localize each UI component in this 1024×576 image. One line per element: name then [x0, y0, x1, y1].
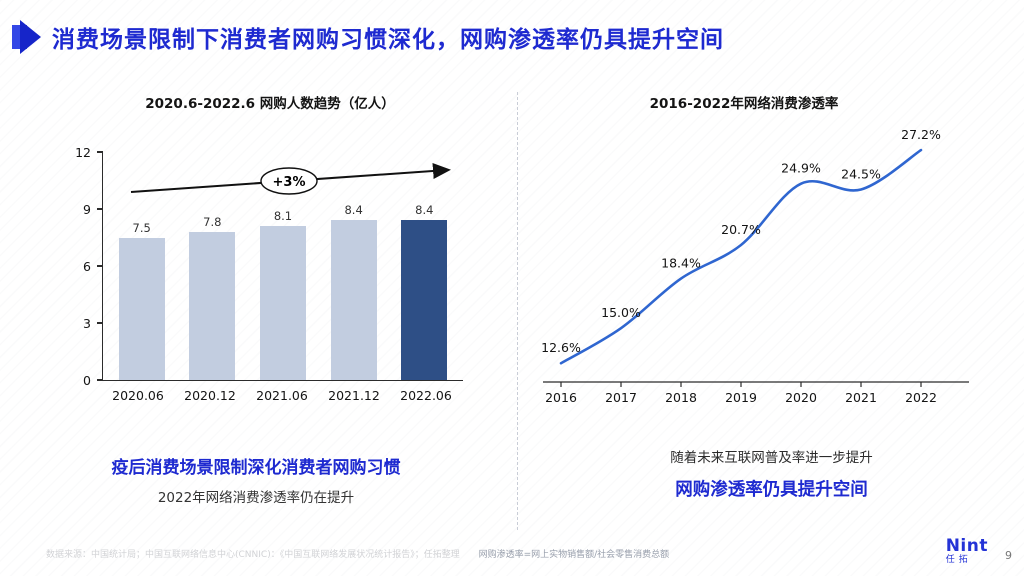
line-chart-section: 2016-2022年网络消费渗透率 2016 2017 2018 2019 2020 20… [519, 78, 1024, 528]
point-value-label: 20.7% [721, 222, 761, 237]
bar-value-label: 7.5 [132, 220, 151, 235]
bar-chart-section: 2020.6-2022.6 网购人数趋势（亿人） 0 3 6 9 12 7.5 7.8 8.… [0, 78, 512, 528]
bar-value-label: 8.4 [344, 203, 363, 218]
footer: 数据来源：中国统计局；中国互联网络信息中心(CNNIC)：《中国互联网络发展状况… [46, 547, 669, 560]
bar-value-label: 7.8 [203, 214, 222, 229]
logo-wordmark: Nint [945, 536, 988, 557]
point-value-label: 24.9% [781, 161, 821, 176]
line-chart: 2016 2017 2018 2019 2020 2021 2022 12.6% 15.0% 18… [541, 127, 969, 405]
x-axis-label: 2022.06 [400, 388, 452, 403]
bar-group: 7.5 [110, 220, 174, 380]
bar-group: 8.4 [322, 203, 386, 380]
y-tick-label: 0 [83, 373, 91, 388]
bar-chart-plot: 0 3 6 9 12 7.5 7.8 8.1 8.4 8.4 +3% [75, 145, 463, 388]
footer-note: 网购渗透率=网上实物销售额/社会零售消费总额 [478, 550, 670, 560]
point-value-label: 12.6% [541, 340, 581, 355]
x-axis-label: 2020 [785, 390, 817, 405]
logo-cn-name: 任拓 [945, 555, 972, 566]
left-caption-secondary: 2022年网络消费渗透率仍在提升 [157, 490, 355, 506]
x-axis-label: 2020.06 [112, 388, 164, 403]
point-value-label: 15.0% [601, 305, 641, 320]
x-axis-label: 2017 [605, 390, 637, 405]
y-tick-label: 12 [75, 145, 91, 160]
bar-chart-bars: 7.5 7.8 8.1 8.4 8.4 [103, 152, 463, 380]
bar-value-label: 8.4 [415, 203, 434, 218]
bar-group: 7.8 [180, 215, 244, 380]
bar-chart-title: 2020.6-2022.6 网购人数趋势（亿人） [145, 96, 395, 112]
bar-xaxis-labels: 2020.06 2020.12 2021.06 2021.12 2022.06 [102, 388, 462, 403]
point-value-label: 27.2% [901, 127, 941, 142]
x-axis-label: 2021.06 [256, 388, 308, 403]
bar [189, 231, 236, 380]
point-value-label: 24.5% [841, 167, 881, 182]
x-axis-label: 2019 [725, 390, 757, 405]
bar-group: 8.4 [392, 203, 456, 380]
bar [401, 220, 448, 380]
page-number: 9 [1005, 549, 1012, 562]
header: 消费场景限制下消费者网购习惯深化，网购渗透率仍具提升空间 [12, 18, 724, 56]
slide-title: 消费场景限制下消费者网购习惯深化，网购渗透率仍具提升空间 [52, 27, 724, 53]
bar [259, 226, 306, 380]
x-axis-label: 2018 [665, 390, 697, 405]
penetration-rate-line [559, 148, 923, 365]
right-caption-primary: 随着未来互联网普及率进一步提升 [670, 450, 873, 466]
y-tick-label: 9 [83, 202, 91, 217]
line-chart-title: 2016-2022年网络消费渗透率 [649, 96, 839, 112]
right-caption-secondary: 网购渗透率仍具提升空间 [675, 480, 868, 500]
bar [330, 220, 377, 380]
y-tick-label: 3 [83, 316, 91, 331]
x-axis-label: 2021 [845, 390, 877, 405]
x-axis-label: 2016 [545, 390, 577, 405]
data-source: 数据来源：中国统计局；中国互联网络信息中心(CNNIC)：《中国互联网络发展状况… [46, 550, 460, 560]
bar-group: 8.1 [251, 209, 315, 380]
bar [118, 237, 165, 380]
nint-logo: Nint 任拓 [946, 537, 988, 566]
bar-value-label: 8.1 [273, 209, 293, 224]
x-axis-label: 2022 [905, 390, 937, 405]
section-divider [517, 92, 518, 530]
x-axis-label: 2020.12 [184, 388, 236, 403]
point-value-label: 18.4% [661, 256, 701, 271]
y-tick-label: 6 [83, 259, 91, 274]
x-axis-label: 2021.12 [328, 388, 380, 403]
title-chevron-icon [12, 20, 41, 54]
left-caption-primary: 疫后消费场景限制深化消费者网购习惯 [111, 458, 401, 478]
